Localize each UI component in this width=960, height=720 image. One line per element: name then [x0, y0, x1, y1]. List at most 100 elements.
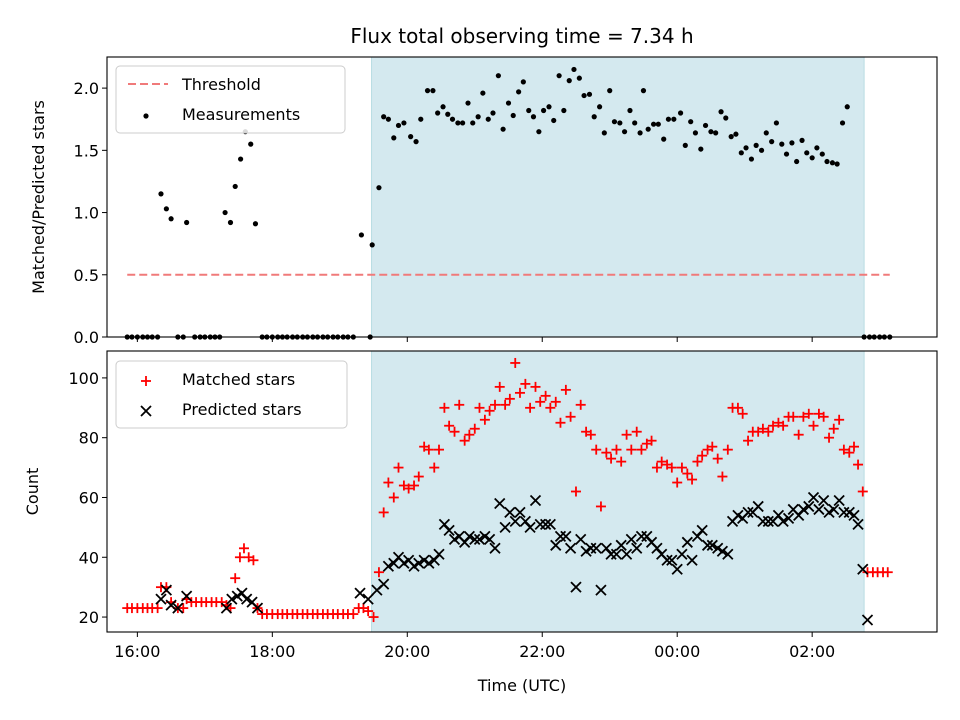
measurement-point	[829, 160, 836, 166]
matched-star-point	[828, 423, 839, 434]
matched-star-point	[793, 429, 804, 440]
predicted-star-point	[716, 545, 729, 557]
matched-star-point	[585, 429, 596, 440]
matched-star-point	[550, 396, 561, 407]
measurement-point	[627, 107, 633, 114]
predicted-star-point	[524, 521, 536, 534]
top-legend: Threshold Measurements	[115, 65, 346, 134]
predicted-star-point	[777, 515, 789, 528]
measurement-point	[408, 134, 414, 140]
top-y-ticks: 0.0 0.5 1.0 1.5 2.0	[74, 79, 107, 347]
predicted-star-point	[625, 533, 637, 545]
measurement-point	[445, 111, 451, 117]
measurement-point	[773, 120, 779, 126]
matched-star-point	[565, 411, 576, 422]
matched-star-point	[763, 426, 774, 437]
matched-star-point	[434, 444, 444, 455]
measurement-point	[424, 88, 431, 94]
x-tick-label: 16:00	[114, 642, 160, 661]
measurement-point	[682, 142, 688, 148]
measurement-point	[222, 209, 228, 216]
matched-star-point	[882, 567, 893, 578]
measurement-point	[430, 88, 436, 94]
matched-star-point	[818, 411, 829, 422]
measurement-point	[688, 119, 694, 125]
measurement-point	[702, 122, 709, 129]
matched-star-point	[743, 435, 754, 446]
predicted-star-point	[529, 494, 542, 507]
measurement-point	[748, 156, 755, 162]
predicted-star-point	[852, 518, 864, 531]
matched-star-point	[464, 429, 475, 440]
measurement-point	[540, 107, 547, 114]
matched-star-point	[757, 423, 768, 434]
measurement-point	[536, 129, 542, 135]
matched-star-point	[834, 414, 845, 425]
measurement-point	[475, 114, 481, 120]
matched-star-point	[737, 408, 748, 419]
predicted-star-point	[382, 560, 395, 572]
y-tick-label: 100	[68, 369, 99, 388]
predicted-star-point	[544, 518, 556, 531]
matched-star-point	[616, 456, 627, 467]
measurement-point	[505, 100, 512, 106]
measurement-point	[723, 115, 729, 121]
measurement-point	[611, 119, 618, 125]
bottom-axes-frame	[106, 350, 938, 633]
measurement-point	[607, 88, 613, 94]
measurement-point	[526, 107, 532, 114]
measurement-point	[809, 155, 815, 161]
measurement-point	[530, 114, 537, 120]
legend-label: Measurements	[182, 105, 300, 124]
predicted-star-point	[570, 581, 582, 593]
measurement-point	[617, 120, 623, 126]
predicted-star-point	[494, 497, 506, 510]
measurement-point	[395, 122, 402, 129]
measurement-point	[753, 142, 759, 148]
measurement-point	[561, 107, 567, 114]
measurement-point	[556, 73, 562, 79]
predicted-star-point	[469, 533, 481, 545]
matched-star-point	[459, 435, 470, 446]
top-x-ticks	[136, 337, 813, 342]
measurement-point	[576, 75, 582, 81]
matched-star-point	[248, 555, 259, 566]
y-tick-label: 1.0	[74, 204, 99, 223]
measurement-point	[621, 129, 628, 135]
matched-star-point	[545, 402, 556, 413]
matched-star-point	[484, 405, 495, 416]
y-tick-label: 1.5	[74, 141, 99, 160]
chart-title: Flux total observing time = 7.34 h	[350, 24, 693, 48]
y-tick-label: 0.0	[74, 328, 99, 347]
measurement-point	[385, 116, 391, 122]
predicted-star-point	[676, 548, 688, 560]
predicted-star-point	[686, 554, 698, 566]
matched-star-point	[363, 606, 374, 617]
legend-box	[115, 360, 348, 429]
predicted-star-point	[590, 542, 602, 554]
measurement-point	[799, 137, 805, 143]
measurement-point	[814, 145, 820, 151]
matched-star-point	[651, 462, 662, 473]
y-tick-label: 40	[79, 548, 99, 567]
matched-star-point	[712, 453, 723, 464]
matched-star-point	[504, 393, 515, 404]
predicted-star-point	[354, 587, 366, 599]
legend-box	[115, 65, 346, 134]
matched-star-point	[838, 444, 849, 455]
predicted-star-point	[631, 542, 643, 554]
measurement-point	[168, 216, 174, 222]
measurement-point	[718, 109, 724, 115]
measurement-point	[581, 92, 587, 99]
predicted-star-point	[443, 524, 455, 536]
measurement-point	[844, 104, 850, 110]
predicted-star-point	[483, 533, 496, 545]
y-tick-label: 80	[79, 429, 99, 448]
top-y-axis-label: Matched/Predicted stars	[29, 100, 48, 294]
measurement-point	[381, 114, 387, 120]
matched-star-point	[530, 381, 541, 392]
predicted-star-point	[489, 542, 501, 554]
legend-measurement-swatch	[143, 113, 149, 119]
y-tick-label: 2.0	[74, 79, 99, 98]
matched-star-point	[494, 381, 505, 392]
